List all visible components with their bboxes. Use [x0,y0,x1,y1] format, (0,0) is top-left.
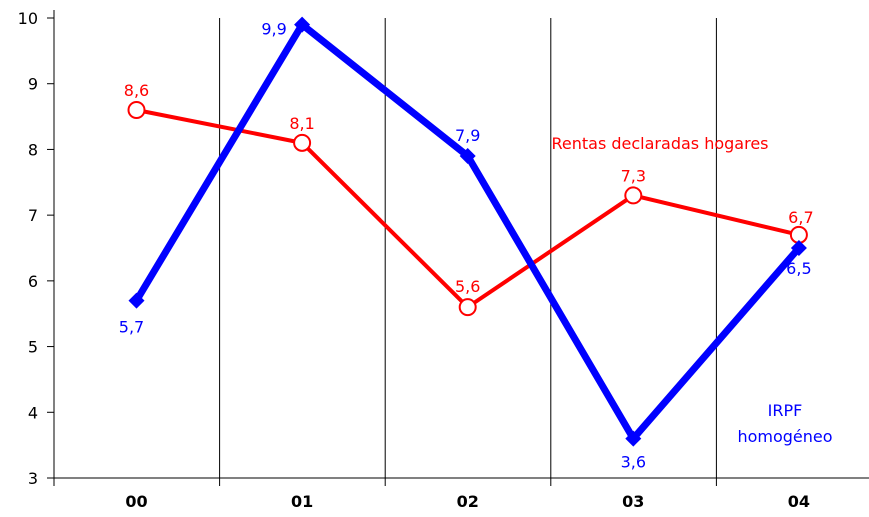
annotations: 8,6 8,1 5,6 7,3 6,7 5,7 9,9 7,9 3,6 6,5 Rentas dec… [119,20,833,472]
data-point-rentas [624,186,643,205]
data-label-irpf: 3,6 [621,453,646,472]
series-name-irpf: homogéneo [737,427,832,446]
y-tick-label: 3 [28,469,38,488]
data-point-irpf [128,292,145,309]
x-axis-ticks: 00 01 02 03 04 [53,478,810,511]
data-label-irpf: 5,7 [119,318,144,337]
data-point-rentas [293,133,312,152]
series-name-rentas: Rentas declaradas hogares [552,134,769,153]
data-point-rentas [127,101,146,119]
y-tick-label: 10 [18,9,38,28]
y-tick-label: 7 [28,206,38,225]
x-tick-label: 00 [125,492,147,511]
data-point-irpf [459,148,476,164]
data-point-rentas [458,298,477,317]
y-tick-label: 4 [28,403,38,422]
series-line-irpf [133,21,802,443]
data-point-irpf [625,430,642,447]
data-label-irpf: 9,9 [261,20,286,39]
data-label-rentas: 7,3 [621,166,646,185]
data-label-rentas: 6,7 [788,208,813,227]
series-name-irpf: IRPF [768,401,803,420]
y-tick-label: 8 [28,140,38,159]
x-tick-label: 03 [622,492,644,511]
data-label-irpf: 7,9 [455,126,480,145]
x-tick-label: 04 [788,492,810,511]
data-label-rentas: 8,1 [289,114,314,133]
x-tick-label: 02 [457,492,479,511]
data-point-irpf [294,16,311,33]
y-tick-label: 9 [28,75,38,94]
data-label-rentas: 5,6 [455,277,480,296]
data-point-irpf [790,240,807,256]
axes [53,10,869,479]
y-axis-ticks: 3 4 5 6 7 8 9 10 [18,9,54,488]
x-tick-label: 01 [291,492,313,511]
data-label-irpf: 6,5 [786,259,811,278]
gridlines [219,18,717,478]
data-label-rentas: 8,6 [124,81,149,100]
y-tick-label: 5 [28,338,38,357]
series-group [127,16,808,447]
y-tick-label: 6 [28,272,38,291]
